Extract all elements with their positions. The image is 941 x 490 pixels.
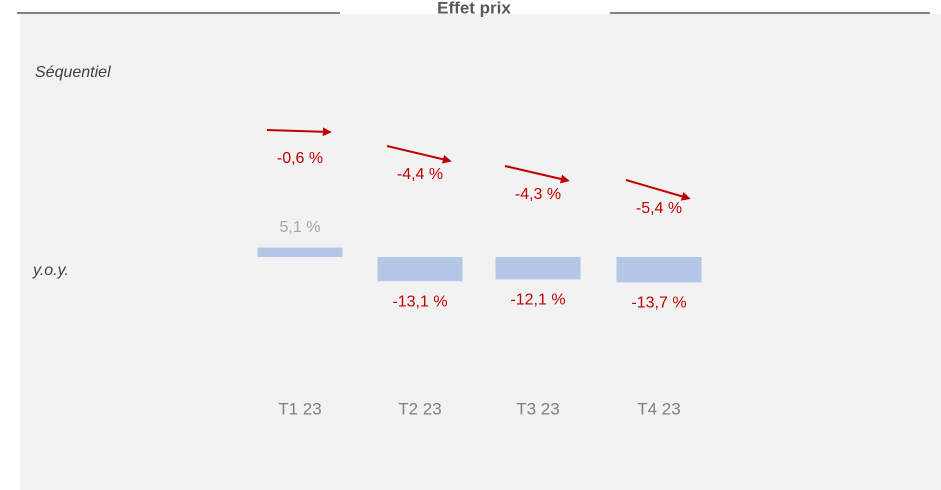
value-label: -13,1 %: [392, 293, 447, 310]
value-label: -4,4 %: [397, 166, 443, 183]
value-label: -4,3 %: [515, 186, 561, 203]
panel: [20, 14, 941, 490]
value-label: -12,1 %: [510, 292, 565, 309]
trend-arrow: [625, 179, 691, 201]
bar: [616, 257, 702, 283]
value-label: -5,4 %: [636, 200, 682, 217]
bar: [377, 257, 463, 282]
x-tick-label: T4 23: [637, 399, 680, 418]
trend-arrow: [266, 127, 332, 137]
x-tick-label: T2 23: [398, 399, 441, 418]
bar: [257, 247, 343, 257]
x-tick-label: T1 23: [278, 399, 321, 418]
value-label: 5,1 %: [280, 219, 321, 236]
chart-title: Effet prix: [437, 0, 511, 17]
value-label: -13,7 %: [631, 295, 686, 312]
trend-arrow: [386, 145, 452, 164]
x-tick-label: T3 23: [516, 399, 559, 418]
row-label: y.o.y.: [32, 262, 69, 279]
bar: [495, 257, 581, 280]
row-label: Séquentiel: [35, 64, 111, 81]
value-label: -0,6 %: [277, 150, 323, 167]
trend-arrow: [504, 165, 570, 184]
